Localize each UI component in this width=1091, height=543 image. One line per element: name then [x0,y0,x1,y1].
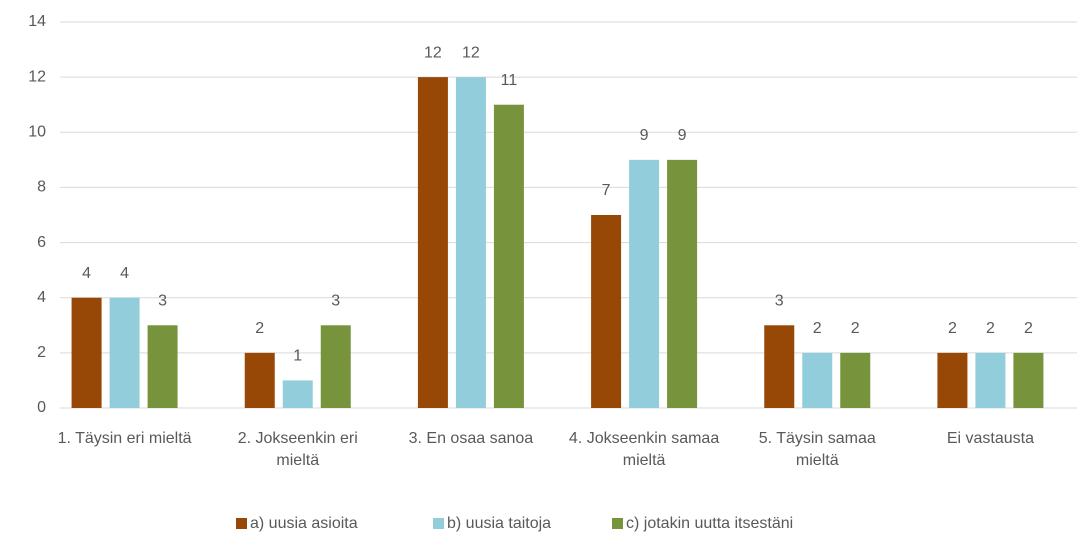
y-tick-label: 12 [28,68,46,85]
y-tick-label: 10 [28,124,46,141]
legend-label: c) jotakin uutta itsestäni [626,515,793,532]
x-tick-label: 4. Jokseenkin samaa mieltä [568,430,720,469]
legend-swatch [612,518,623,529]
bar [629,159,660,408]
y-tick-label: 4 [37,289,46,306]
legend-label: a) uusia asioita [250,515,358,532]
data-label: 12 [424,44,442,61]
data-label: 2 [948,320,957,337]
x-tick-label: 3. En osaa sanoa [408,430,534,447]
data-label: 4 [82,265,91,282]
bar [109,297,140,408]
x-tick-label: 1. Täysin eri mieltä [57,430,192,447]
data-label: 2 [813,320,822,337]
bar [417,77,448,409]
bar [71,297,102,408]
bar [455,77,486,409]
bar [975,352,1006,408]
data-label: 9 [640,127,649,144]
data-label: 2 [986,320,995,337]
data-label: 2 [851,320,860,337]
bar [147,325,178,408]
legend-swatch [236,518,247,529]
legend-swatch [433,518,444,529]
bar [937,352,968,408]
bar [320,325,351,408]
data-label: 1 [293,348,302,365]
data-label: 2 [1024,320,1033,337]
bar [802,352,833,408]
data-label: 7 [602,182,611,199]
bar [764,325,795,408]
data-label: 3 [775,293,784,310]
data-label: 2 [255,320,264,337]
x-tick-label: 5. Täysin samaa mieltä [758,430,876,469]
data-label: 9 [678,127,687,144]
y-tick-label: 2 [37,344,46,361]
legend-label: b) uusia taitoja [447,515,551,532]
y-tick-label: 14 [28,13,46,30]
bar [282,380,313,408]
y-tick-label: 8 [37,179,46,196]
bar [840,352,871,408]
x-tick-label: 2. Jokseenkin eri mieltä [237,430,358,469]
data-label: 12 [462,44,480,61]
bar [591,215,622,408]
x-tick-label: Ei vastausta [946,430,1034,447]
y-tick-label: 6 [37,234,46,251]
y-tick-label: 0 [37,399,46,416]
data-label: 3 [331,293,340,310]
bar [1013,352,1044,408]
bar [493,104,524,408]
bar [244,352,275,408]
bar [667,159,698,408]
data-label: 11 [501,72,518,89]
data-label: 4 [120,265,129,282]
data-label: 3 [158,293,167,310]
